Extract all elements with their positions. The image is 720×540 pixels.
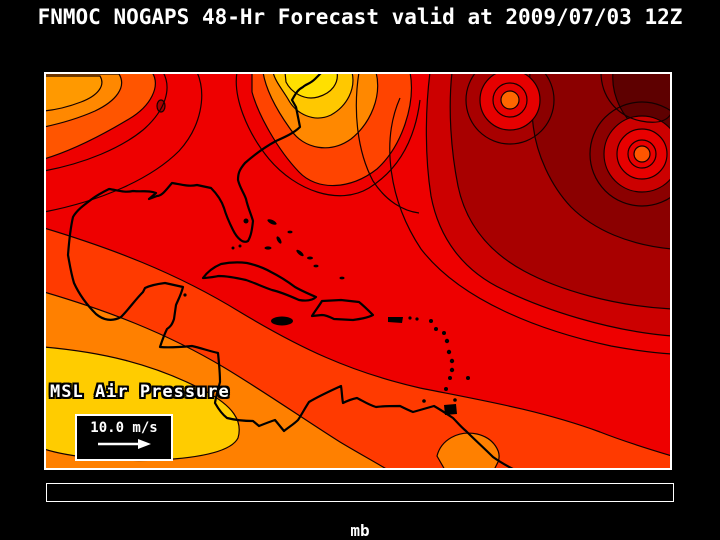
map-border (44, 72, 672, 470)
pressure-field (44, 72, 672, 470)
colorbar-unit: mb (350, 521, 370, 540)
colorbar (46, 483, 674, 502)
wind-scale-label: 10.0 m/s (90, 420, 158, 436)
isobar-contours (44, 72, 672, 355)
coastlines (66, 72, 517, 470)
field-label: MSL Air Pressure (50, 382, 230, 402)
chart-title: FNMOC NOGAPS 48-Hr Forecast valid at 200… (37, 5, 683, 29)
wind-scale-arrow-icon (98, 439, 151, 449)
wind-scale-box: 10.0 m/s (75, 414, 173, 461)
